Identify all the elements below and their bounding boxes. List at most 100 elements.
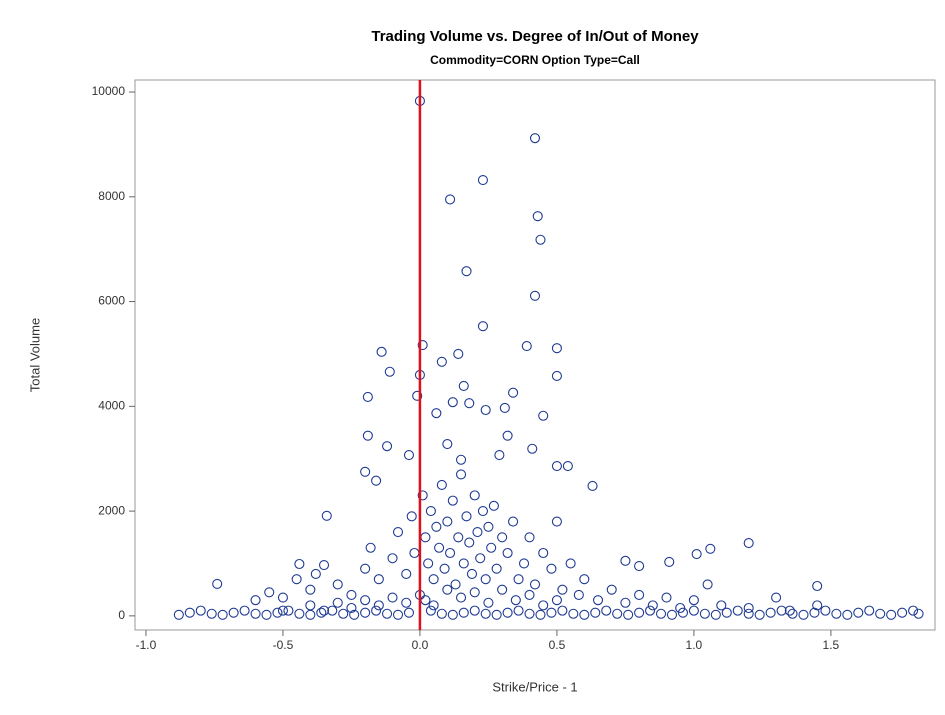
point: [864, 605, 875, 616]
point: [620, 555, 631, 566]
chart-subtitle: Commodity=CORN Option Type=Call: [430, 53, 640, 67]
point: [524, 532, 535, 543]
point: [551, 460, 562, 472]
point: [316, 607, 327, 618]
point: [376, 346, 387, 357]
point: [173, 609, 184, 620]
point: [699, 608, 710, 619]
plot-frame: [134, 79, 936, 631]
point: [417, 339, 428, 351]
point: [442, 516, 453, 527]
y-tick-label: 4000: [98, 399, 125, 413]
x-tick-label: -0.5: [273, 638, 294, 652]
point: [494, 449, 505, 461]
point: [538, 410, 549, 421]
point: [310, 568, 321, 580]
point: [360, 595, 371, 606]
point: [184, 607, 195, 618]
point: [360, 607, 371, 618]
point: [913, 608, 924, 619]
point: [546, 563, 557, 574]
point: [688, 595, 699, 606]
point: [842, 609, 853, 620]
point: [392, 609, 404, 620]
point: [546, 607, 557, 618]
point: [469, 587, 480, 598]
point: [461, 511, 472, 522]
point: [477, 321, 488, 332]
point: [491, 609, 502, 620]
point: [277, 592, 288, 603]
point: [710, 609, 721, 620]
point: [453, 348, 464, 360]
point: [250, 595, 261, 606]
point: [442, 584, 453, 595]
point: [206, 608, 217, 619]
point: [661, 592, 672, 603]
point: [450, 579, 461, 590]
point: [428, 574, 439, 585]
point: [908, 605, 919, 616]
point: [382, 608, 393, 619]
x-tick-label: 0.0: [412, 638, 429, 652]
x-tick-label: 1.5: [823, 638, 840, 652]
point: [212, 578, 223, 589]
point: [497, 532, 508, 543]
point: [502, 607, 513, 618]
point: [529, 290, 541, 301]
y-tick-label: 10000: [92, 84, 126, 98]
point: [480, 404, 491, 416]
point: [417, 490, 428, 501]
point: [784, 605, 795, 616]
point: [798, 609, 809, 620]
point: [480, 574, 491, 585]
point: [362, 430, 373, 441]
point: [442, 438, 453, 450]
point: [362, 391, 373, 402]
point: [483, 521, 494, 532]
point: [291, 574, 302, 585]
point: [655, 608, 667, 619]
point: [557, 605, 568, 616]
y-tick-label: 0: [118, 608, 125, 622]
point: [455, 592, 467, 603]
point: [634, 589, 645, 600]
point: [592, 595, 604, 606]
point: [524, 608, 535, 619]
point: [812, 580, 823, 592]
point: [620, 597, 631, 608]
point: [776, 605, 787, 616]
point: [705, 543, 716, 554]
point: [787, 608, 798, 619]
point: [551, 516, 562, 527]
point: [743, 537, 754, 549]
point: [458, 380, 469, 391]
point: [675, 602, 686, 614]
point: [453, 532, 464, 543]
point: [732, 605, 743, 616]
point: [436, 608, 447, 619]
y-tick-label: 2000: [98, 503, 125, 517]
point: [346, 602, 357, 614]
point: [508, 516, 519, 527]
point: [499, 402, 510, 413]
point: [423, 558, 434, 569]
point: [272, 607, 283, 618]
point: [765, 607, 776, 618]
x-tick-label: 1.0: [686, 638, 703, 652]
point: [264, 587, 275, 598]
point: [387, 553, 398, 564]
point: [647, 600, 658, 611]
point: [702, 579, 713, 590]
chart-title: Trading Volume vs. Degree of In/Out of M…: [371, 28, 699, 45]
point: [557, 584, 568, 595]
point: [412, 390, 423, 401]
point: [590, 607, 601, 618]
point: [318, 559, 330, 571]
point: [261, 609, 272, 620]
point: [477, 506, 488, 517]
point: [513, 605, 524, 616]
point: [529, 579, 541, 590]
point: [551, 595, 562, 606]
